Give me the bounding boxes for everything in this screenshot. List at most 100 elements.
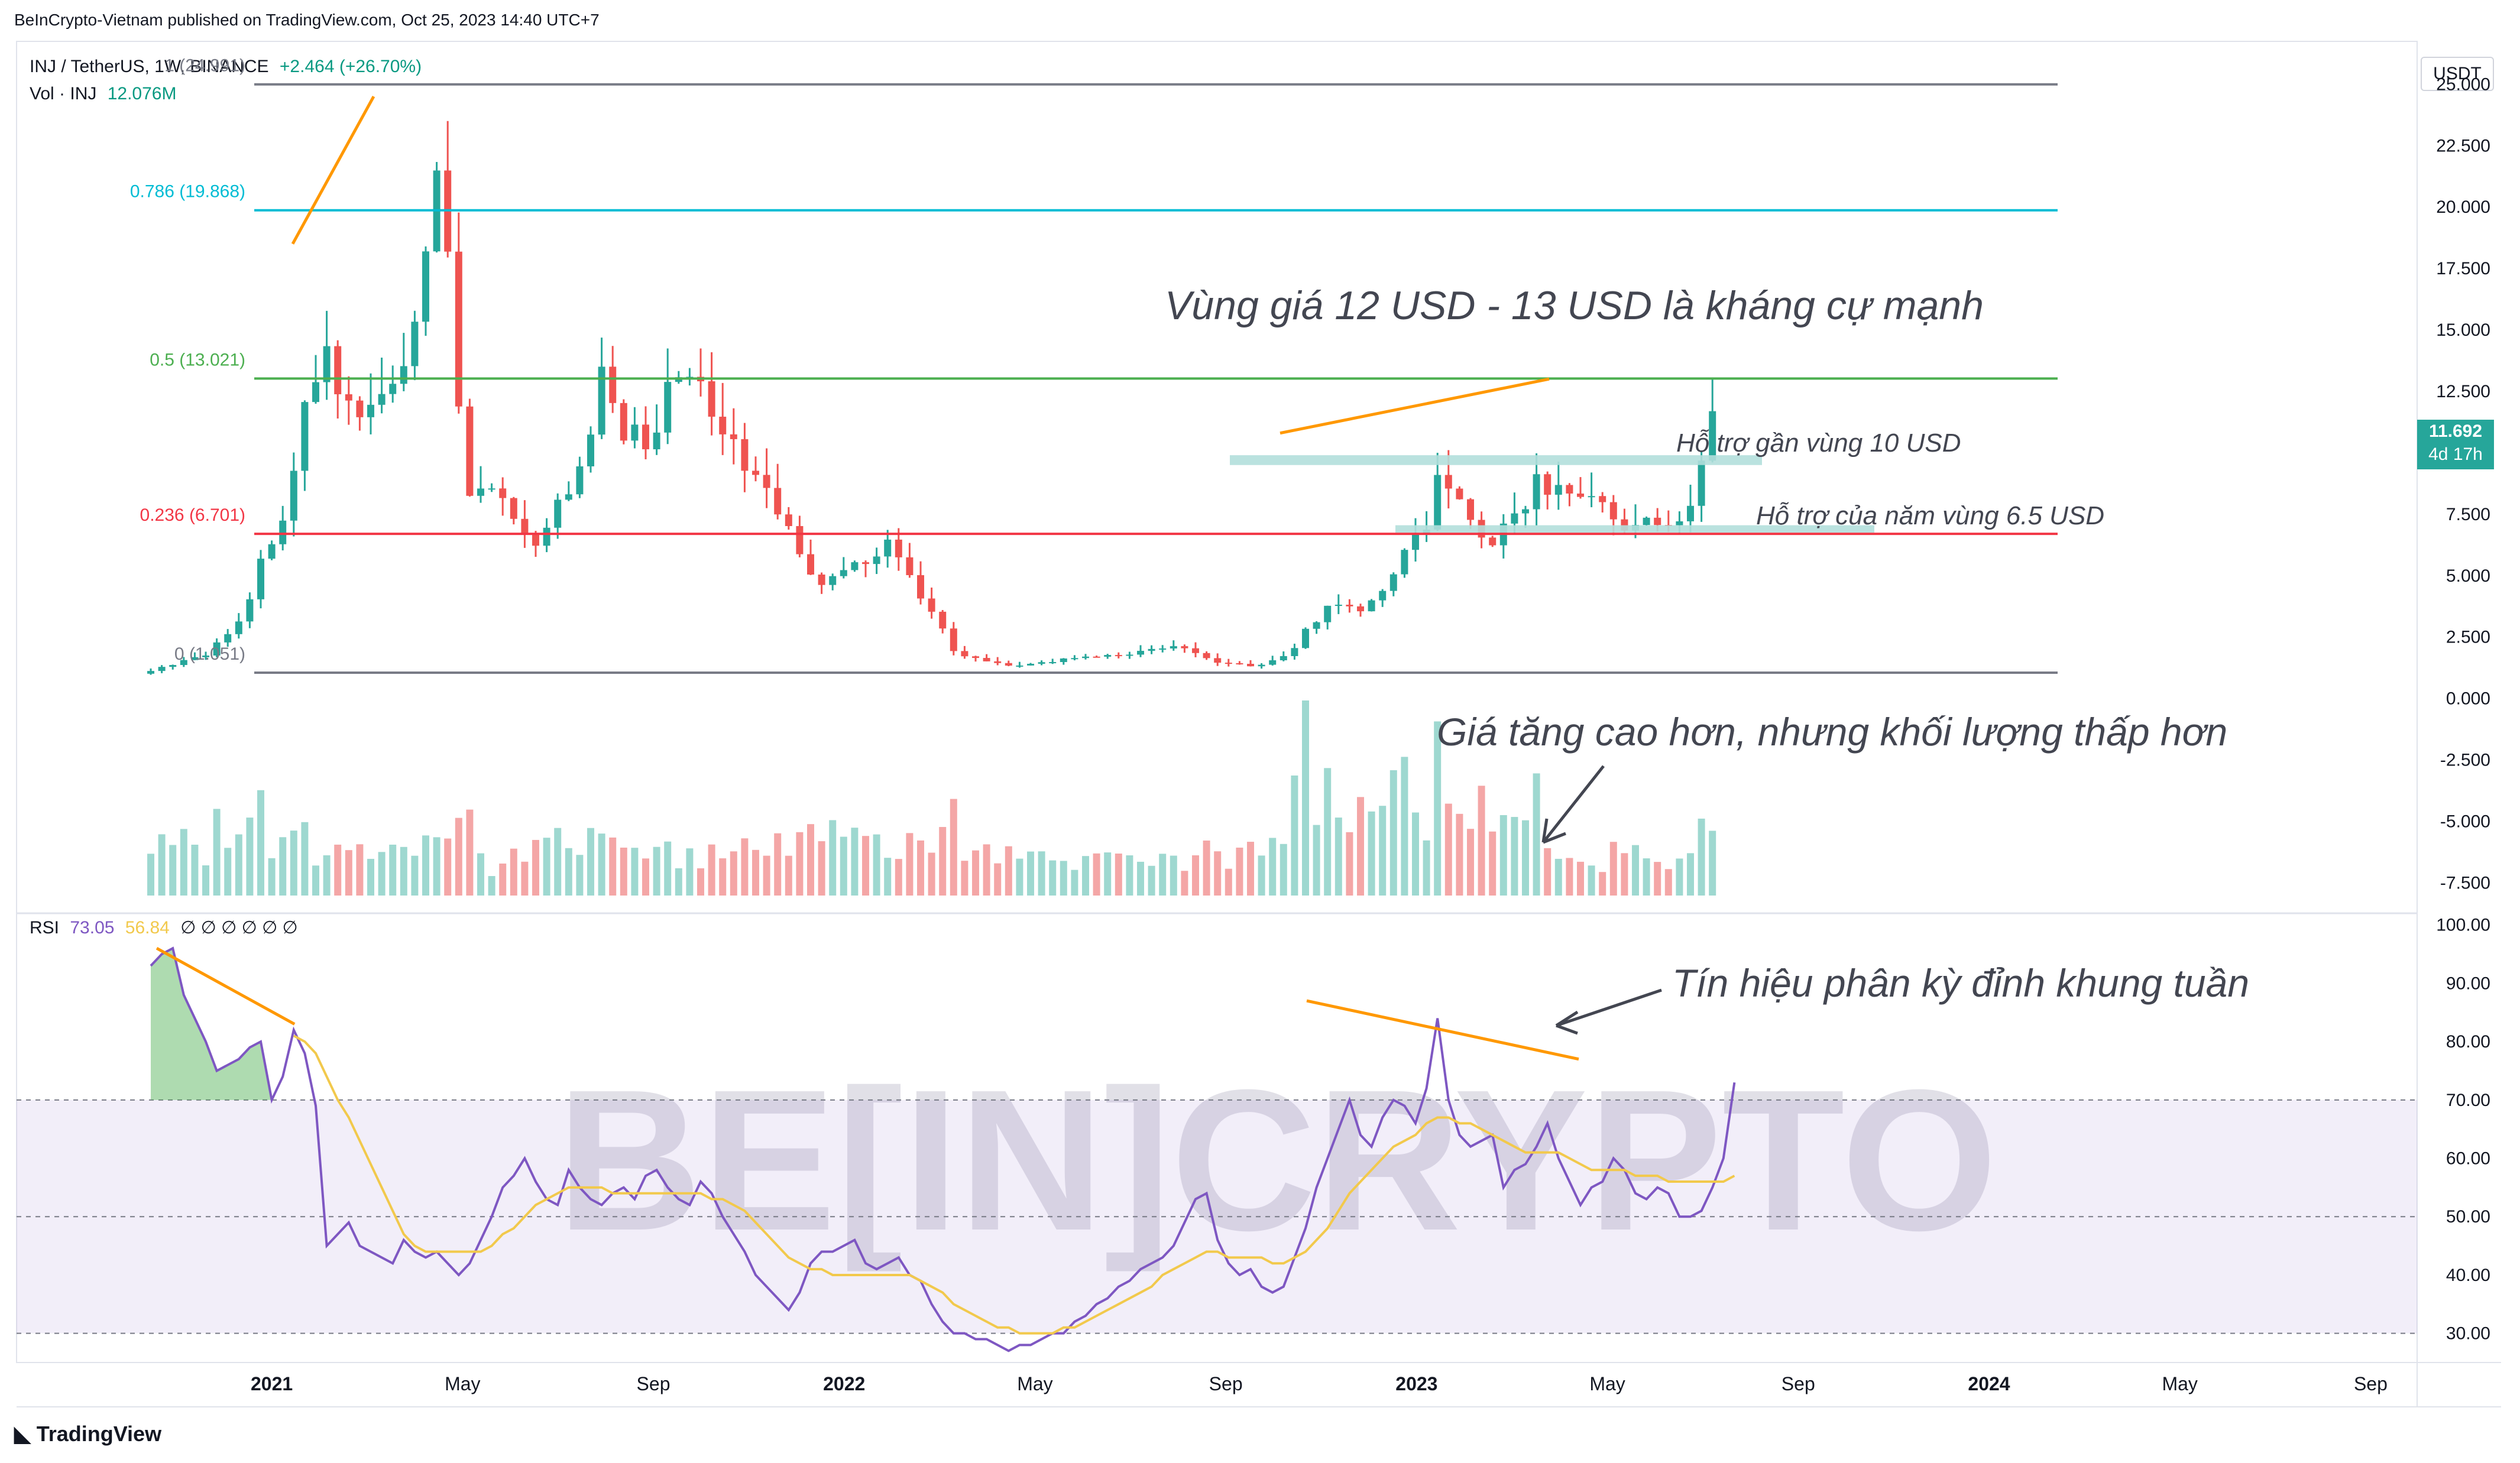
candle-body — [1236, 663, 1243, 664]
candle-body — [1434, 475, 1442, 530]
volume-bar — [521, 861, 529, 896]
candle-body — [1269, 660, 1277, 665]
rsi-axis-tick: 40.00 — [2446, 1266, 2490, 1285]
volume-bar — [1478, 786, 1485, 896]
candle-body — [422, 251, 429, 322]
volume-bar — [213, 809, 221, 896]
candle-body — [554, 499, 562, 528]
price-axis-tick: 12.500 — [2436, 382, 2490, 401]
volume-bar — [433, 837, 440, 896]
price-axis-tick: -2.500 — [2440, 751, 2490, 770]
volume-bar — [1071, 870, 1078, 896]
volume-bar — [367, 858, 374, 896]
volume-bar — [312, 865, 319, 896]
time-axis-tick: 2024 — [1968, 1373, 2010, 1394]
volume-legend[interactable]: Vol · INJ 12.076M — [30, 84, 182, 104]
candle-body — [147, 671, 154, 674]
rsi-divergence-annotation: Tín hiệu phân kỳ đỉnh khung tuần — [1672, 961, 2250, 1005]
rsi-overbought-fill — [151, 948, 272, 1100]
volume-bar — [1412, 812, 1419, 896]
volume-bar — [1577, 861, 1584, 896]
fib-level-label: 1 (24.991) — [164, 56, 245, 76]
resistance-annotation: Vùng giá 12 USD - 13 USD là kháng cự mạn… — [1165, 283, 1984, 328]
candle-body — [1126, 654, 1133, 656]
volume-bar — [983, 844, 990, 896]
volume-bar — [939, 827, 947, 896]
tradingview-logo[interactable]: ◣ TradingView — [14, 1422, 161, 1446]
candle-body — [1522, 509, 1529, 514]
candle-body — [1247, 664, 1254, 667]
volume-bar — [1302, 700, 1309, 896]
volume-bar — [719, 858, 727, 896]
volume-bar — [840, 836, 847, 896]
volume-bar — [1027, 851, 1034, 896]
volume-bar — [686, 848, 694, 896]
candle-body — [180, 660, 187, 666]
volume-bar — [1456, 813, 1463, 896]
volume-bar — [1346, 832, 1353, 896]
price-axis-tick: 15.000 — [2436, 320, 2490, 340]
candle-body — [257, 559, 264, 599]
volume-bar — [851, 828, 859, 896]
volume-bar — [1664, 869, 1672, 896]
candle-body — [1687, 505, 1694, 521]
candle-body — [1181, 646, 1188, 648]
volume-bar — [961, 861, 969, 896]
candle-body — [884, 539, 892, 557]
candle-body — [708, 381, 715, 417]
candle-body — [521, 518, 529, 534]
candle-body — [631, 424, 639, 441]
candle-body — [378, 394, 386, 405]
candle-body — [1324, 605, 1332, 622]
volume-bar — [499, 863, 507, 896]
volume-bar — [246, 818, 254, 896]
candle-body — [510, 498, 517, 519]
candle-body — [1456, 488, 1463, 499]
candle-body — [1159, 648, 1167, 650]
change-text: +2.464 (+26.70%) — [279, 57, 422, 76]
volume-bar — [180, 829, 187, 896]
volume-bar — [1368, 811, 1375, 896]
candle-body — [906, 557, 914, 576]
candle-body — [1577, 493, 1584, 497]
volume-bar — [1434, 721, 1442, 896]
candle-body — [1554, 485, 1562, 495]
candle-body — [356, 400, 364, 417]
candle-body — [895, 539, 902, 557]
rsi-legend[interactable]: RSI 73.05 56.84 ∅ ∅ ∅ ∅ ∅ ∅ — [30, 917, 304, 938]
time-axis-tick: Sep — [637, 1373, 671, 1394]
volume-bar — [1357, 797, 1364, 896]
volume-bar — [1533, 773, 1540, 896]
volume-bar — [1291, 775, 1298, 896]
candle-body — [1346, 604, 1353, 606]
candle-body — [301, 402, 309, 471]
time-axis-tick: May — [445, 1373, 480, 1394]
symbol-legend[interactable]: INJ / TetherUS, 1W, BINANCE +2.464 (+26.… — [30, 57, 427, 77]
rsi-axis-tick: 90.00 — [2446, 974, 2490, 993]
candle-body — [1643, 517, 1650, 525]
candle-body — [609, 366, 617, 403]
volume-bar — [675, 868, 682, 896]
candle-body — [1368, 600, 1375, 612]
candle-body — [741, 439, 749, 471]
volume-bar — [1159, 854, 1167, 896]
time-axis-tick: 2021 — [251, 1373, 293, 1394]
candle-body — [246, 599, 254, 622]
currency-unit-button[interactable]: USDT — [2421, 57, 2494, 91]
candle-body — [1038, 662, 1045, 664]
volume-bar — [1687, 853, 1694, 896]
candle-body — [1192, 648, 1199, 653]
volume-bar — [1005, 846, 1012, 896]
candle-body — [1258, 664, 1265, 667]
last-price-tag: 11.692 4d 17h — [2417, 420, 2494, 469]
volume-bar — [411, 855, 419, 896]
volume-bar — [1016, 858, 1023, 896]
candle-body — [785, 514, 792, 526]
volume-bar — [1049, 860, 1057, 896]
candle-body — [488, 488, 495, 490]
volume-bar — [1082, 856, 1089, 896]
volume-bar — [488, 876, 495, 896]
candle-body — [1444, 475, 1452, 489]
volume-bar — [818, 841, 825, 896]
